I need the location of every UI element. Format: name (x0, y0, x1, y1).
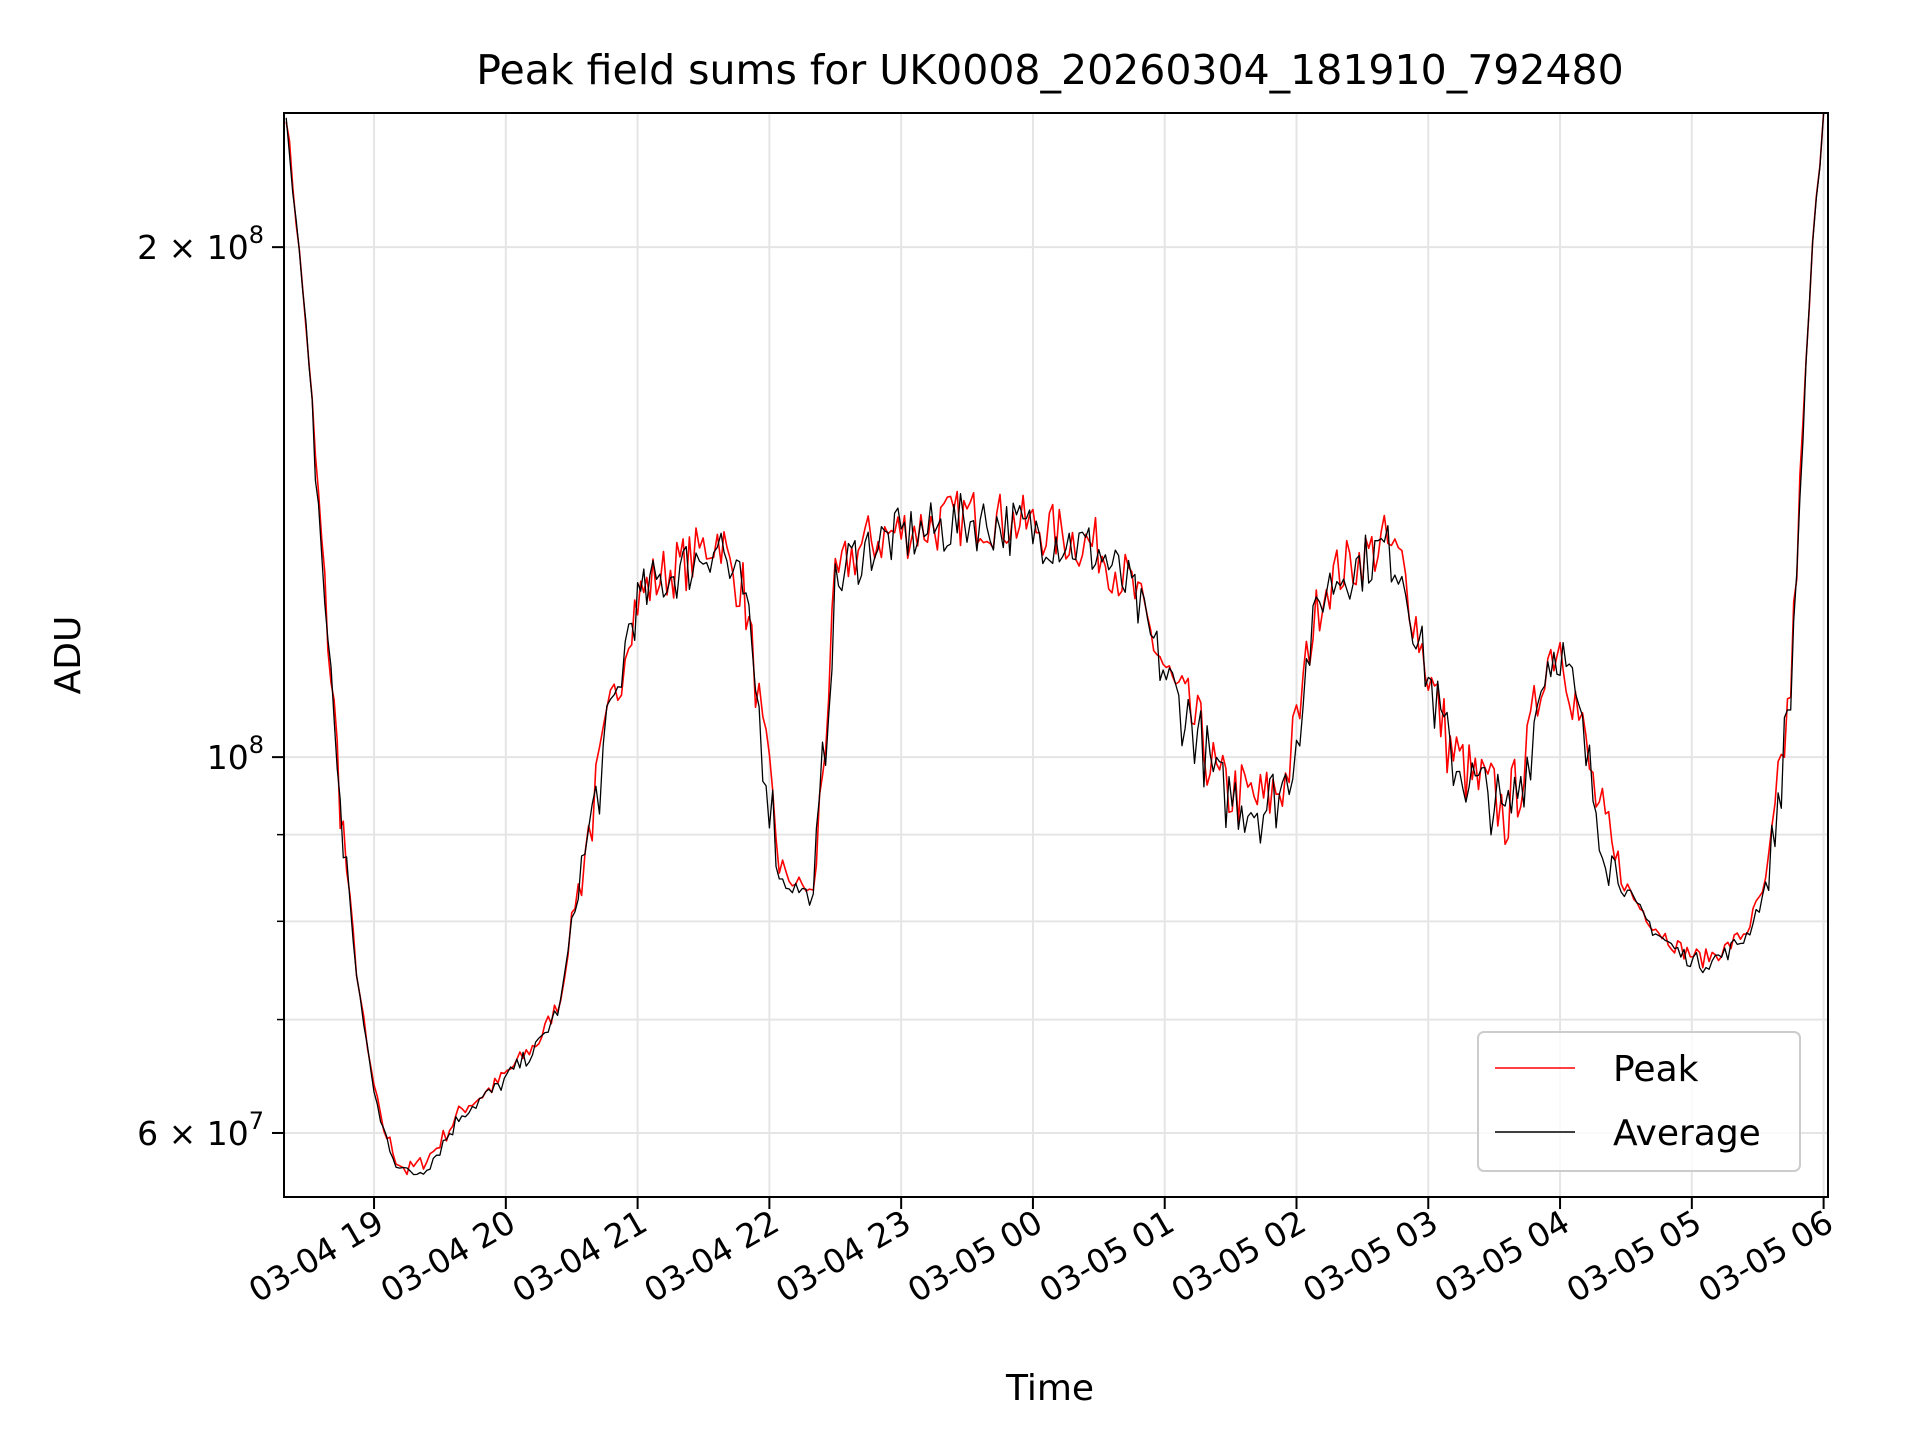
series-layer (285, 113, 1825, 1176)
legend: Peak Average (1477, 1031, 1801, 1172)
plot-frame (283, 112, 1829, 1198)
y-axis-label: ADU (48, 616, 89, 695)
y-tick-label: 6 × 107 (137, 1107, 264, 1153)
series-line-peak (285, 113, 1825, 1176)
y-tick-label: 2 × 108 (137, 221, 264, 267)
chart-title: Peak field sums for UK0008_20260304_1819… (476, 46, 1623, 94)
legend-label-peak: Peak (1613, 1049, 1699, 1090)
legend-box (1477, 1031, 1801, 1172)
x-axis-label: Time (1005, 1368, 1094, 1409)
series-line-average (285, 113, 1825, 1176)
legend-label-average: Average (1613, 1113, 1761, 1154)
